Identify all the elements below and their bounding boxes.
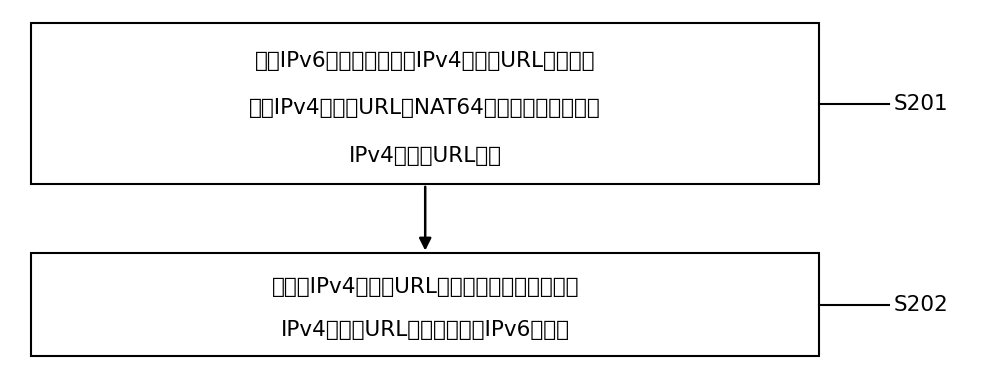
Text: IPv4外链的URL的结果发送给IPv6客户端: IPv4外链的URL的结果发送给IPv6客户端: [281, 320, 570, 340]
Text: S201: S201: [894, 93, 949, 114]
Text: S202: S202: [894, 294, 949, 315]
FancyBboxPatch shape: [31, 254, 819, 355]
Text: 目标IPv4外链的URL由NAT64网关导流标识和初始: 目标IPv4外链的URL由NAT64网关导流标识和初始: [249, 98, 601, 118]
Text: 对初始IPv4外链的URL进行访问，并将访问初始: 对初始IPv4外链的URL进行访问，并将访问初始: [271, 277, 579, 297]
FancyBboxPatch shape: [31, 23, 819, 184]
Text: 接收IPv6客户端访问目标IPv4外链的URL的请求，: 接收IPv6客户端访问目标IPv4外链的URL的请求，: [255, 51, 595, 71]
Text: IPv4外链的URL组成: IPv4外链的URL组成: [349, 146, 502, 166]
